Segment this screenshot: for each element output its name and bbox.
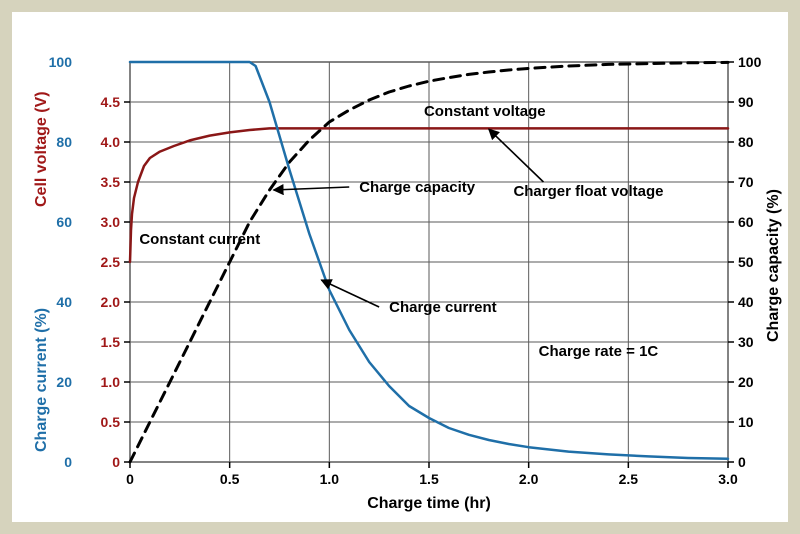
arrow-charge-capacity [274,187,350,190]
y-current-axis-label: Charge current (%) [33,308,50,452]
x-tick-label: 2.0 [519,471,539,487]
y-capacity-tick-label: 100 [738,54,762,70]
y-capacity-axis-label: Charge capacity (%) [765,189,782,342]
y-voltage-tick-label: 1.0 [101,374,121,390]
y-voltage-tick-label: 4.5 [101,94,121,110]
y-capacity-tick-label: 20 [738,374,754,390]
y-capacity-tick-label: 60 [738,214,754,230]
y-current-tick-label: 100 [49,54,73,70]
y-current-tick-label: 0 [64,454,72,470]
annotation-charge_rate: Charge rate = 1C [539,343,659,360]
y-capacity-tick-label: 80 [738,134,754,150]
y-capacity-tick-label: 50 [738,254,754,270]
y-voltage-tick-label: 0.5 [101,414,121,430]
y-capacity-tick-label: 70 [738,174,754,190]
y-capacity-tick-label: 40 [738,294,754,310]
y-capacity-tick-label: 90 [738,94,754,110]
annotation-charge_capacity: Charge capacity [359,179,476,196]
x-tick-label: 3.0 [718,471,738,487]
x-tick-label: 1.0 [320,471,340,487]
y-current-tick-label: 20 [56,374,72,390]
y-current-tick-label: 40 [56,294,72,310]
x-tick-label: 0.5 [220,471,240,487]
y-voltage-tick-label: 4.0 [101,134,121,150]
y-voltage-axis-label: Cell voltage (V) [33,91,50,207]
y-voltage-tick-label: 3.0 [101,214,121,230]
y-capacity-tick-label: 0 [738,454,746,470]
y-current-tick-label: 80 [56,134,72,150]
y-current-tick-label: 60 [56,214,72,230]
annotation-charge_current: Charge current [389,299,497,316]
y-voltage-tick-label: 2.5 [101,254,121,270]
x-axis-label: Charge time (hr) [367,495,491,512]
y-voltage-tick-label: 0 [112,454,120,470]
y-capacity-tick-label: 30 [738,334,754,350]
y-voltage-tick-label: 3.5 [101,174,121,190]
chart-panel: 0 0.5 1.0 1.5 2.0 2.5 3.0 Charge time (hr) 0 20 40… [12,12,788,522]
chart-svg: 0 0.5 1.0 1.5 2.0 2.5 3.0 Charge time (hr) 0 20 40… [12,12,788,522]
annotation-constant_voltage: Constant voltage [424,103,546,120]
x-tick-label: 0 [126,471,134,487]
annotation-constant_current: Constant current [139,231,260,248]
y-capacity-tick-label: 10 [738,414,754,430]
x-tick-label: 1.5 [419,471,439,487]
arrow-charger-float [489,129,544,182]
y-voltage-tick-label: 1.5 [101,334,121,350]
x-tick-label: 2.5 [619,471,639,487]
annotation-charger_float: Charger float voltage [513,183,663,200]
y-voltage-tick-label: 2.0 [101,294,121,310]
